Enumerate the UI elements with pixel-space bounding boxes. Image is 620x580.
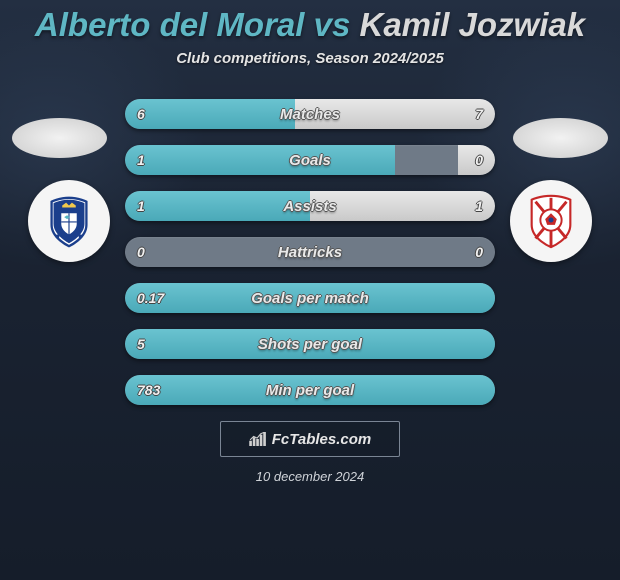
- infographic-root: Alberto del Moral vs Kamil Jozwiak Club …: [0, 0, 620, 580]
- stat-fill-left: [125, 99, 295, 129]
- fctables-logo-icon: [249, 432, 267, 446]
- player2-photo: [513, 118, 608, 158]
- oviedo-crest-icon: [40, 192, 98, 250]
- stat-row-matches: 6 Matches 7: [125, 99, 495, 129]
- stat-row-goals: 1 Goals 0: [125, 145, 495, 175]
- stat-fill-left: [125, 329, 495, 359]
- page-title: Alberto del Moral vs Kamil Jozwiak: [0, 0, 620, 44]
- club-badge-right: [510, 180, 592, 262]
- subtitle: Club competitions, Season 2024/2025: [0, 50, 620, 67]
- stat-fill-left: [125, 191, 310, 221]
- stat-row-goals-per-match: 0.17 Goals per match: [125, 283, 495, 313]
- club-badge-left: [28, 180, 110, 262]
- stat-fill-right: [295, 99, 495, 129]
- stat-label: Hattricks: [125, 237, 495, 267]
- stat-row-hattricks: 0 Hattricks 0: [125, 237, 495, 267]
- stat-fill-right: [458, 145, 495, 175]
- stat-row-assists: 1 Assists 1: [125, 191, 495, 221]
- granada-crest-icon: [522, 192, 580, 250]
- vs-label: vs: [314, 6, 351, 43]
- stat-fill-left: [125, 283, 495, 313]
- stat-row-shots-per-goal: 5 Shots per goal: [125, 329, 495, 359]
- player1-photo: [12, 118, 107, 158]
- stat-val-right: 0: [475, 237, 483, 267]
- player1-name: Alberto del Moral: [35, 6, 305, 43]
- stat-val-left: 0: [137, 237, 145, 267]
- stat-fill-left: [125, 375, 495, 405]
- stat-fill-right: [310, 191, 495, 221]
- brand-box: FcTables.com: [220, 421, 400, 457]
- date-label: 10 december 2024: [0, 469, 620, 484]
- stat-row-min-per-goal: 783 Min per goal: [125, 375, 495, 405]
- player2-name: Kamil Jozwiak: [360, 6, 586, 43]
- stat-fill-left: [125, 145, 395, 175]
- stats-container: 6 Matches 7 1 Goals 0 1 Assists 1 0 Hatt…: [125, 99, 495, 405]
- brand-text: FcTables.com: [272, 431, 371, 448]
